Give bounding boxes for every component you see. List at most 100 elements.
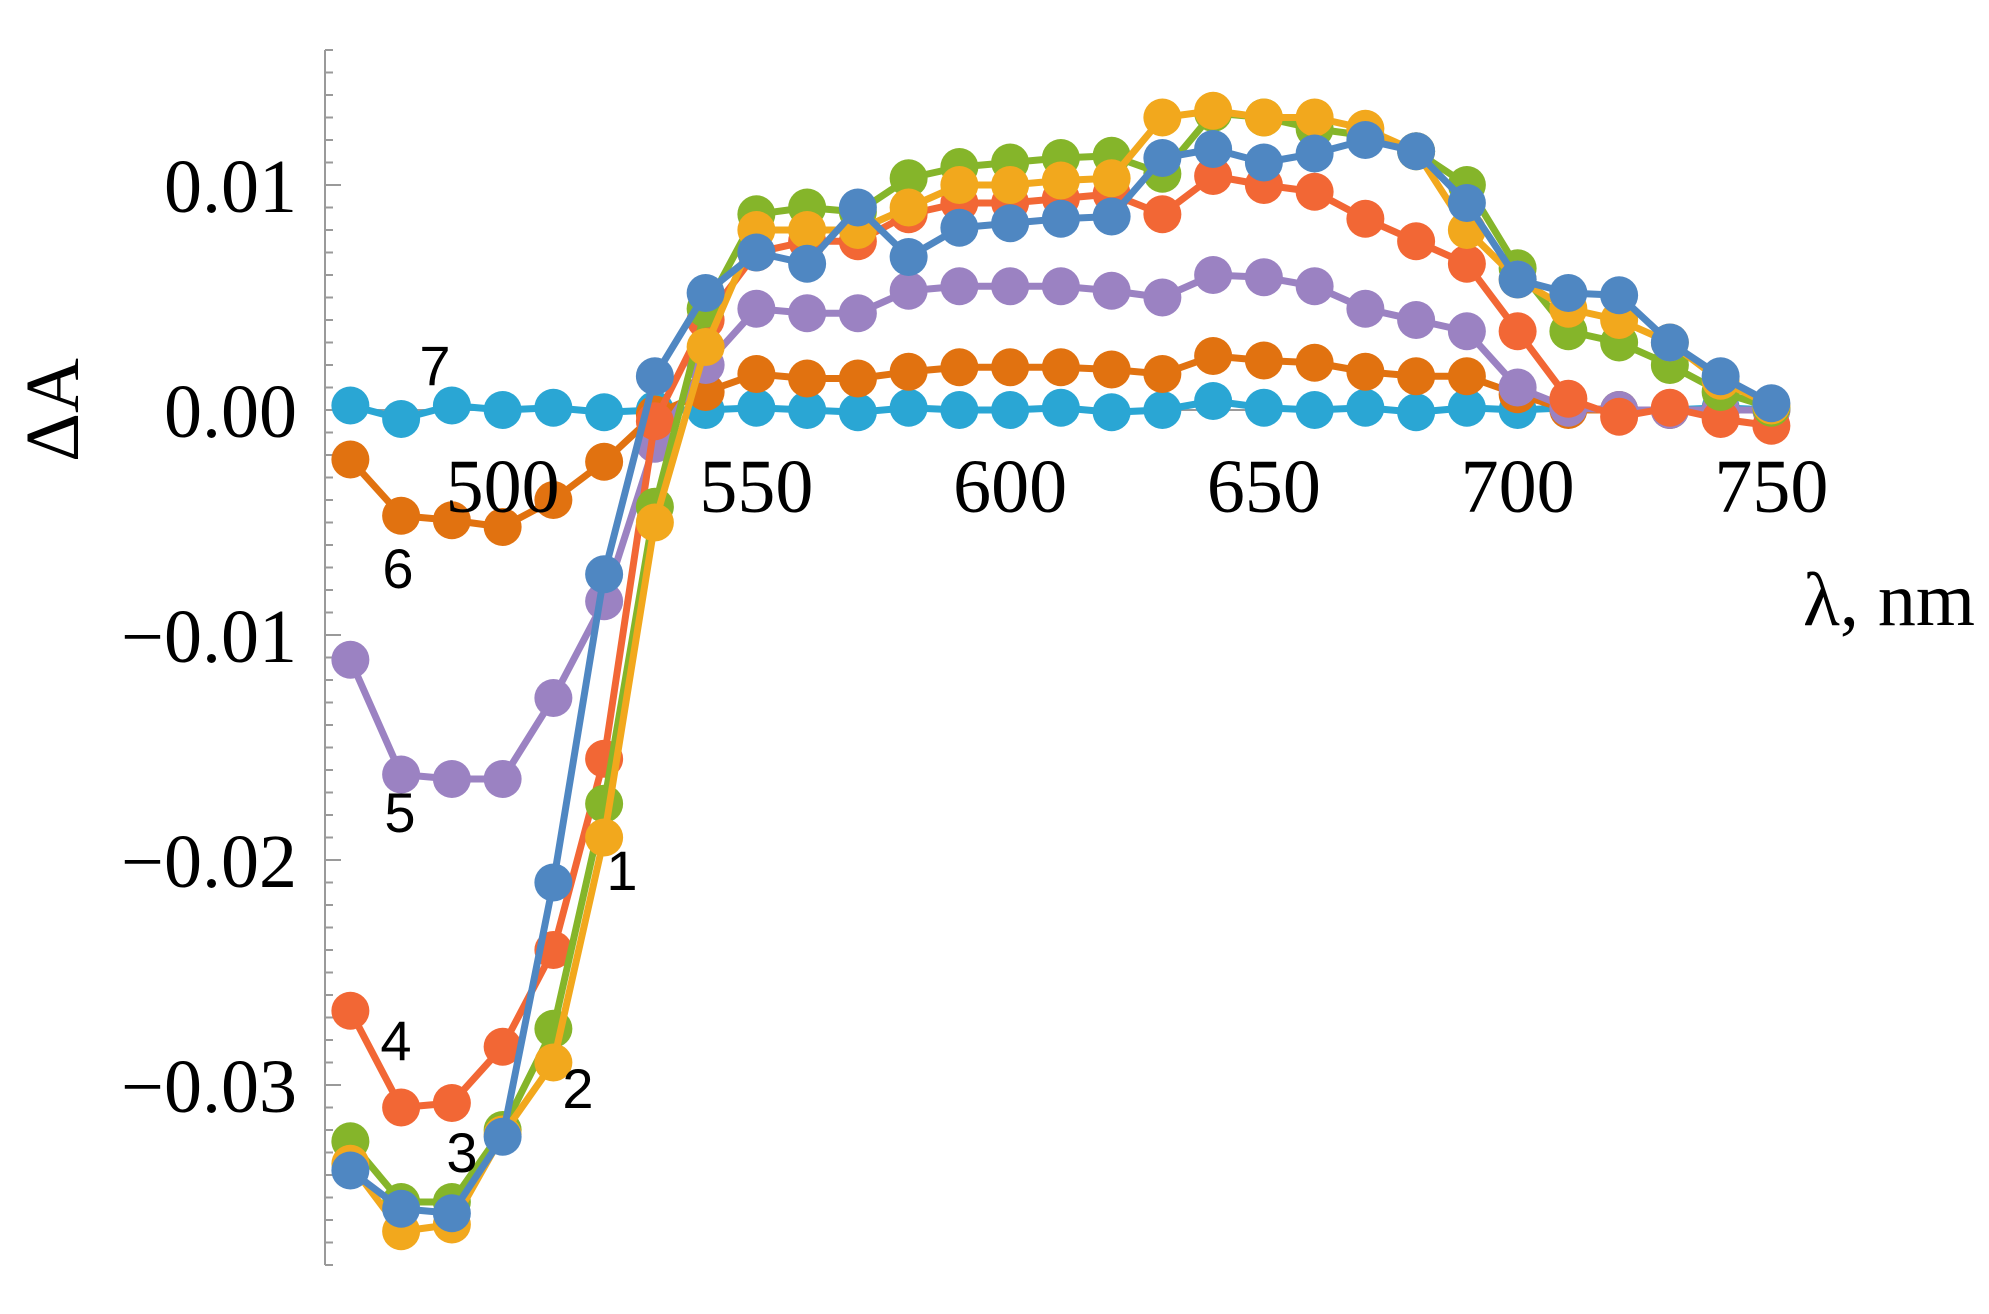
series-group <box>331 91 1791 1251</box>
series-5-point <box>889 271 928 310</box>
series-6-point <box>1092 350 1131 389</box>
series-5-point <box>991 267 1030 306</box>
series-6-point <box>382 496 421 535</box>
series-1-point <box>585 555 624 594</box>
series-5-point <box>737 289 776 328</box>
y-tick-label: −0.03 <box>121 1045 297 1129</box>
series-6-point <box>737 355 776 393</box>
series-5-point <box>1295 267 1334 306</box>
series-1-point <box>382 1189 421 1228</box>
series-6-point <box>1295 343 1334 382</box>
series-4-point <box>1397 222 1436 261</box>
series-1-point <box>1041 199 1080 238</box>
series-2 <box>331 91 1791 1251</box>
series-4-point <box>1600 397 1639 436</box>
series-1-point <box>1650 323 1689 362</box>
series-1-point <box>788 244 827 283</box>
x-tick-label: 750 <box>1714 445 1828 529</box>
series-6-point <box>1346 352 1385 391</box>
series-4-point <box>1143 195 1182 234</box>
curve-labels: 1 2 34 5 6 7 <box>380 334 637 1184</box>
series-1-point <box>1143 139 1182 177</box>
series-6-point <box>534 481 573 519</box>
series-1-point <box>1244 143 1283 182</box>
series-1 <box>331 121 1791 1233</box>
series-4-point <box>1346 199 1385 238</box>
series-6-point <box>483 508 522 546</box>
series-7-point <box>1244 388 1283 427</box>
series-1-point <box>838 188 877 227</box>
series-7-point <box>483 391 522 429</box>
series-4-point <box>331 991 370 1030</box>
series-2-point <box>1092 159 1131 198</box>
y-tick-label: −0.02 <box>121 820 297 904</box>
series-5-point <box>1194 256 1233 294</box>
series-6-point <box>331 440 370 479</box>
series-5-point <box>1143 278 1182 317</box>
series-7-point <box>889 388 928 427</box>
series-5-point <box>1447 312 1486 351</box>
series-5-point <box>331 640 370 679</box>
series-5-point <box>1244 258 1283 297</box>
series-1-point <box>1092 197 1131 236</box>
series-1-point <box>737 233 776 272</box>
series-1-point <box>991 204 1030 243</box>
x-tick-label: 650 <box>1207 445 1321 529</box>
series-7-point <box>534 388 573 427</box>
series-5-point <box>382 755 421 794</box>
series-5-point <box>1041 267 1080 306</box>
series-5-point <box>1092 271 1131 310</box>
series-1-point <box>534 863 573 902</box>
curve-label-3: 3 <box>446 1121 477 1184</box>
series-1-point <box>1295 134 1334 173</box>
series-5-point <box>940 267 979 306</box>
series-7-point <box>1397 393 1436 432</box>
series-6-point <box>1397 357 1436 396</box>
y-tick-label: 0.01 <box>164 145 297 229</box>
series-4-point <box>382 1088 421 1127</box>
series-1-point <box>940 208 979 247</box>
series-7-point <box>737 388 776 427</box>
series-2-point <box>1295 98 1334 137</box>
series-2-point <box>534 1043 573 1082</box>
series-1-point <box>1701 357 1740 396</box>
series-7-point <box>432 386 471 425</box>
series-5-point <box>483 760 522 798</box>
series-2-point <box>1244 98 1283 137</box>
series-2-point <box>788 211 827 249</box>
series-7-point <box>1447 388 1486 427</box>
y-tick-label: −0.01 <box>121 595 297 679</box>
series-1-point <box>1752 384 1791 423</box>
series-1-point <box>1600 276 1639 315</box>
series-6-point <box>432 501 471 540</box>
series-4-point <box>432 1084 471 1122</box>
series-7-point <box>1346 388 1385 427</box>
y-tick-label: 0.00 <box>164 370 297 454</box>
curve-label-1: 1 <box>606 839 637 902</box>
series-1-point <box>331 1151 370 1190</box>
curve-label-5: 5 <box>384 781 415 844</box>
series-2-point <box>1143 98 1182 137</box>
curve-label-6: 6 <box>382 537 413 600</box>
series-4-point <box>1701 400 1740 438</box>
series-6-point <box>1041 348 1080 387</box>
series-2-point <box>585 818 624 857</box>
series-6-point <box>1143 355 1182 393</box>
series-6-point <box>889 352 928 391</box>
x-tick-label: 550 <box>699 445 813 529</box>
series-1-point <box>1498 260 1537 299</box>
series-7-point <box>1295 391 1334 429</box>
series-7-point <box>331 386 370 425</box>
series-7-point <box>585 393 624 432</box>
series-5-point <box>432 760 471 798</box>
series-6-point <box>1194 337 1233 375</box>
series-6-point <box>940 348 979 387</box>
series-4-point <box>1447 244 1486 283</box>
series-2-point <box>991 166 1030 204</box>
x-tick-label: 600 <box>953 445 1067 529</box>
series-2-point <box>686 328 725 366</box>
series-3-point <box>889 159 928 198</box>
y-ticks <box>325 49 341 1266</box>
